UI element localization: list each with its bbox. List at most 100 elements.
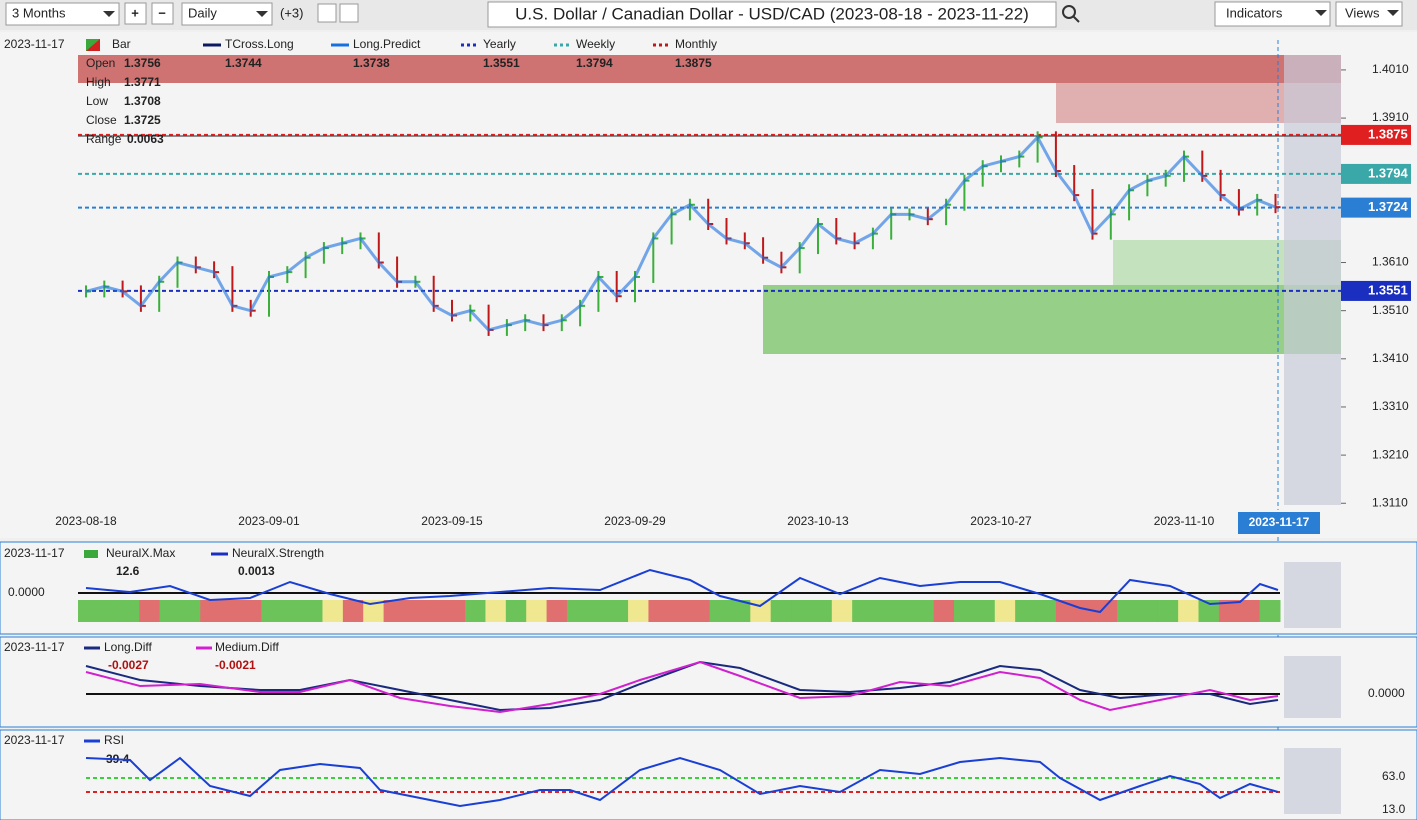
level-label: 1.3794 xyxy=(1368,165,1409,180)
y-tick-label: 1.3410 xyxy=(1372,351,1409,365)
signal-cell xyxy=(892,600,914,622)
indicators-menu[interactable] xyxy=(1214,1,1331,27)
extra: (+3) xyxy=(280,5,303,20)
signal-cell xyxy=(587,600,609,622)
signal-cell xyxy=(913,600,935,622)
signal-cell xyxy=(200,600,222,622)
date-axis xyxy=(0,510,1417,536)
zoom-in[interactable] xyxy=(124,2,147,25)
legend: Bar TCross.Long 1.3744 Long.Predict 1.3738 Ye… xyxy=(112,37,717,70)
signal-cell xyxy=(261,600,283,622)
views: Views xyxy=(1345,5,1380,20)
legend-value: 1.3738 xyxy=(353,56,390,70)
y-tick-label: 1.3610 xyxy=(1372,255,1409,269)
indicators: Indicators xyxy=(1226,5,1283,20)
signal-cell xyxy=(1198,600,1220,622)
current-date-badge xyxy=(1238,512,1320,534)
axis-label: 0.0000 xyxy=(8,585,45,599)
ohlc-label: Low xyxy=(86,94,108,108)
signal-cell xyxy=(729,600,751,622)
interval-select[interactable] xyxy=(181,2,273,26)
interval: Daily xyxy=(188,5,217,20)
signal-strip xyxy=(78,600,1281,622)
ohlc-box: Open 1.3756 High 1.3771 Low 1.3708 Close 1.3725… xyxy=(86,56,164,146)
signal-cell xyxy=(363,600,385,622)
legend-name: Medium.Diff xyxy=(215,640,279,654)
signal-cell xyxy=(78,600,99,622)
level-label: 1.3724 xyxy=(1368,199,1409,214)
long-diff-line xyxy=(85,660,1279,712)
legend-name: NeuralX.Strength xyxy=(232,546,324,560)
legend-value: -0.0021 xyxy=(215,658,256,672)
x-tick-label: 2023-11-10 xyxy=(1154,514,1215,528)
legend-value: 0.0013 xyxy=(238,564,275,578)
ohlc-value: 1.3708 xyxy=(124,94,161,108)
zoom-out[interactable] xyxy=(151,2,174,25)
signal-cell xyxy=(444,600,466,622)
signal-cell xyxy=(566,600,588,622)
legend-date: 2023-11-17 xyxy=(4,37,65,51)
signal-cell xyxy=(770,600,792,622)
signal-cell xyxy=(139,600,160,622)
signal-cell xyxy=(465,600,486,622)
signal-cell xyxy=(791,600,812,622)
remove-button[interactable] xyxy=(339,3,359,23)
signal-cell xyxy=(872,600,894,622)
symbol-title: U.S. Dollar / Canadian Dollar - USD/CAD … xyxy=(515,4,1029,23)
strength-line xyxy=(85,568,1279,614)
signal-cell xyxy=(811,600,833,622)
signal-cell xyxy=(750,600,772,622)
x-tick-label: 2023-10-13 xyxy=(787,514,849,528)
level-badge xyxy=(1341,197,1411,218)
panel-date: 2023-11-17 xyxy=(4,546,65,560)
signal-cell xyxy=(383,600,405,622)
search-handle xyxy=(1072,15,1080,23)
signal-cell xyxy=(505,600,527,622)
level-label: 1.3875 xyxy=(1368,126,1408,141)
ohlc-value: 1.3725 xyxy=(124,113,161,127)
legend-value: 1.3875 xyxy=(675,56,712,70)
search-icon[interactable] xyxy=(1062,5,1076,19)
level-label: 1.3551 xyxy=(1368,282,1408,297)
y-tick-label: 1.3310 xyxy=(1372,399,1409,413)
signal-cell xyxy=(1117,600,1138,622)
signal-cell xyxy=(281,600,303,622)
legend-name: Bar xyxy=(112,37,131,51)
resistance-zone xyxy=(78,55,1341,83)
period: 3 Months xyxy=(12,5,66,20)
signal-cell xyxy=(526,600,548,622)
y-tick-label: 1.3210 xyxy=(1372,447,1409,461)
signal-cell xyxy=(1239,600,1261,622)
signal-cell xyxy=(1137,600,1159,622)
signal-cell xyxy=(302,600,323,622)
x-tick-label: 2023-09-29 xyxy=(604,514,666,528)
period-select[interactable] xyxy=(5,2,120,26)
medium-diff-line xyxy=(85,660,1279,714)
signal-cell xyxy=(1076,600,1098,622)
y-tick-label: 1.3910 xyxy=(1372,110,1409,124)
price-plot: 1.4010 1.3910 1.3610 1.3510 1.3410 1.3310 1.32… xyxy=(0,62,1417,536)
symbol-box[interactable] xyxy=(487,1,1057,28)
minus-icon: − xyxy=(158,5,166,20)
future-area xyxy=(1284,55,1341,505)
add-button[interactable] xyxy=(317,3,337,23)
panel-date: 2023-11-17 xyxy=(4,733,65,747)
signal-cell xyxy=(1218,600,1240,622)
signal-cell xyxy=(954,600,975,622)
signal-cell xyxy=(994,600,1016,622)
ohlc-label: Open xyxy=(86,56,115,70)
legend-value: 12.6 xyxy=(116,564,140,578)
signal-cell xyxy=(240,600,262,622)
ohlc-value: 1.3756 xyxy=(124,56,161,70)
signal-cell xyxy=(1157,600,1179,622)
signal-cell xyxy=(403,600,425,622)
legend-name: Long.Predict xyxy=(353,37,421,51)
legend-swatch xyxy=(84,550,98,558)
level-badge xyxy=(1341,163,1411,184)
future-area xyxy=(1284,748,1341,814)
dropdown-arrow xyxy=(256,11,268,17)
signal-cell xyxy=(342,600,364,622)
panel-date: 2023-11-17 xyxy=(4,640,65,654)
future-area xyxy=(1284,562,1341,628)
